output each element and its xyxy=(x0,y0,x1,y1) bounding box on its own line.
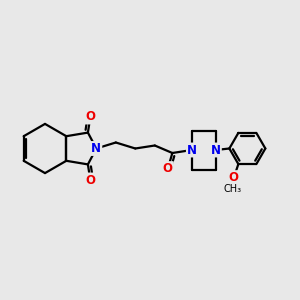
Text: N: N xyxy=(211,143,221,157)
Text: O: O xyxy=(163,162,173,175)
Text: CH₃: CH₃ xyxy=(223,184,242,194)
Text: O: O xyxy=(85,110,95,124)
Text: N: N xyxy=(187,143,197,157)
Text: N: N xyxy=(91,142,101,155)
Text: O: O xyxy=(229,171,239,184)
Text: O: O xyxy=(85,173,95,187)
